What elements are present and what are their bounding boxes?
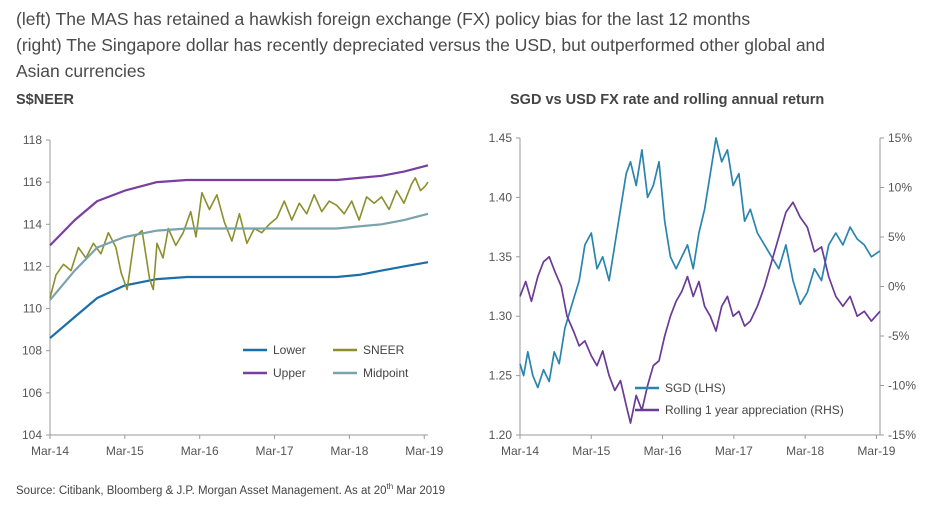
left-y-tick-label: 1.35 xyxy=(489,250,513,264)
x-tick-label: Mar-15 xyxy=(572,444,610,458)
headline: (left) The MAS has retained a hawkish fo… xyxy=(16,6,926,84)
series-line-sgd-lhs xyxy=(519,137,881,389)
right-y-tick-label: 10% xyxy=(888,181,912,195)
source-note: Source: Citibank, Bloomberg & J.P. Morga… xyxy=(16,482,445,497)
legend-label-sgd-lhs: SGD (LHS) xyxy=(665,381,726,395)
x-tick-label: Mar-16 xyxy=(644,444,682,458)
y-tick-label: 104 xyxy=(22,428,42,442)
y-tick-label: 110 xyxy=(23,302,42,316)
x-tick-label: Mar-18 xyxy=(330,444,368,458)
headline-line-2: (right) The Singapore dollar has recentl… xyxy=(16,35,826,55)
source-suffix: Mar 2019 xyxy=(393,484,445,497)
headline-line-3: Asian currencies xyxy=(16,61,146,81)
right-chart-title: SGD vs USD FX rate and rolling annual re… xyxy=(510,92,825,108)
x-tick-label: Mar-19 xyxy=(857,444,895,458)
y-tick-label: 106 xyxy=(22,386,42,400)
x-tick-label: Mar-17 xyxy=(256,444,294,458)
series-line-rolling-1-year-appreciation-rhs xyxy=(519,201,881,424)
right-y-tick-label: 0% xyxy=(888,280,906,294)
y-tick-label: 112 xyxy=(23,259,42,273)
legend-label-lower: Lower xyxy=(273,343,306,357)
x-tick-label: Mar-15 xyxy=(106,444,144,458)
y-tick-label: 114 xyxy=(23,217,42,231)
x-tick-label: Mar-18 xyxy=(786,444,824,458)
y-tick-label: 118 xyxy=(23,133,42,147)
series-line-sneer xyxy=(49,177,429,299)
left-y-tick-label: 1.20 xyxy=(489,428,513,442)
y-tick-label: 116 xyxy=(23,175,42,189)
x-tick-label: Mar-17 xyxy=(715,444,753,458)
left-y-tick-label: 1.45 xyxy=(489,131,513,145)
left-chart-title: S$NEER xyxy=(16,92,75,108)
left-y-tick-label: 1.25 xyxy=(489,369,513,383)
right-y-tick-label: 5% xyxy=(888,230,906,244)
legend-label-sneer: SNEER xyxy=(363,343,405,357)
left-y-tick-label: 1.30 xyxy=(489,309,513,323)
left-y-tick-label: 1.40 xyxy=(489,190,513,204)
legend-label-midpoint: Midpoint xyxy=(363,366,409,380)
x-tick-label: Mar-14 xyxy=(31,444,69,458)
legend-label-upper: Upper xyxy=(273,366,306,380)
series-line-lower xyxy=(49,261,429,339)
source-superscript: th xyxy=(386,482,394,491)
series-line-midpoint xyxy=(49,212,429,301)
x-tick-label: Mar-16 xyxy=(181,444,219,458)
source-text: Source: Citibank, Bloomberg & J.P. Morga… xyxy=(16,484,387,497)
series-line-upper xyxy=(49,164,429,247)
y-tick-label: 108 xyxy=(22,344,42,358)
right-y-tick-label: -5% xyxy=(888,329,910,343)
right-y-tick-label: -15% xyxy=(888,428,916,442)
x-tick-label: Mar-14 xyxy=(501,444,539,458)
legend-label-rolling-1-year-appreciation-rhs: Rolling 1 year appreciation (RHS) xyxy=(665,403,844,417)
x-tick-label: Mar-19 xyxy=(405,444,443,458)
right-y-tick-label: 15% xyxy=(888,131,912,145)
right-y-tick-label: -10% xyxy=(888,379,916,393)
headline-line-1: (left) The MAS has retained a hawkish fo… xyxy=(16,9,751,29)
sgd-usd-chart: 1.20 1.25 1.30 1.35 1.40 1.45 -15% -10% -5% 0% 5% 1… xyxy=(489,131,917,458)
sneer-chart: 104 106 108 110 112 114 116 118 Mar-14 Mar-15 Mar-… xyxy=(22,133,444,458)
